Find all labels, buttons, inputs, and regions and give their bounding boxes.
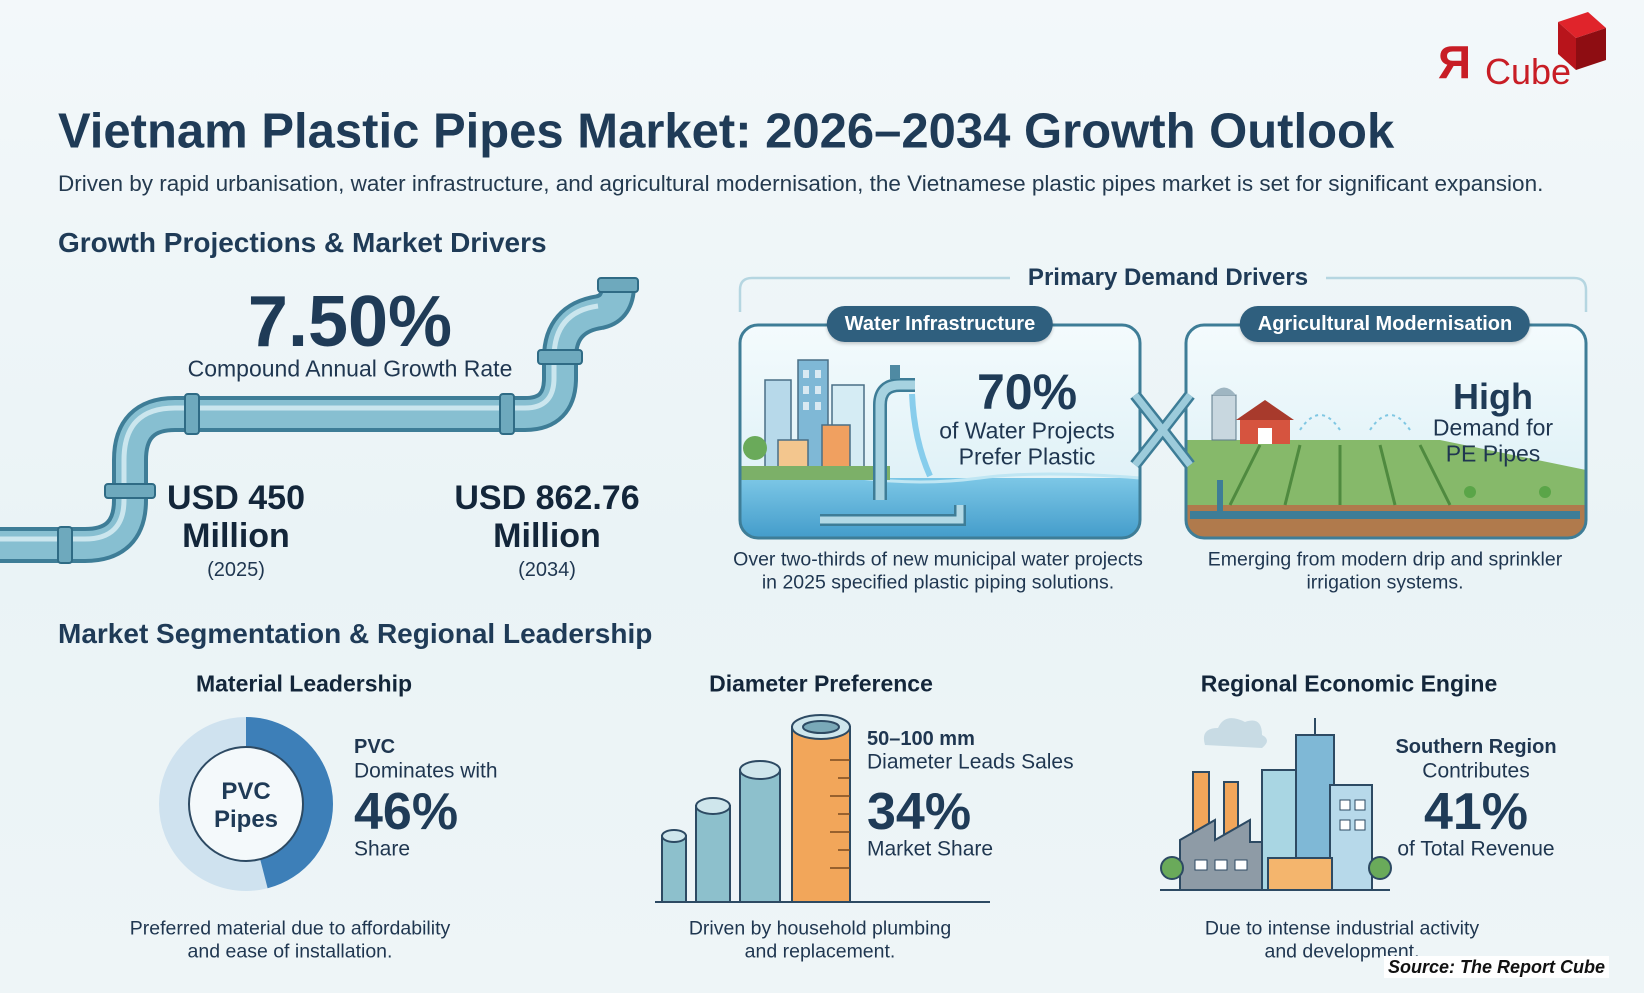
title: Vietnam Plastic Pipes Market: 2026–2034 … (58, 104, 1395, 159)
card-text: Demand for (1432, 414, 1554, 441)
panel-caption: Preferred material due to affordability (129, 917, 451, 940)
panel-value: 41% (1423, 783, 1529, 841)
panel-caption: and replacement. (744, 940, 896, 963)
drivers-title: Primary Demand Drivers (1027, 264, 1309, 291)
subtitle: Driven by rapid urbanisation, water infr… (58, 170, 1544, 196)
growth-pipe (0, 277, 639, 564)
card-caption: Over two-thirds of new municipal water p… (733, 548, 1143, 571)
panel-value: 34% (867, 783, 972, 841)
card-text: of Water Projects (939, 417, 1115, 444)
panel-heading: Diameter Preference (709, 670, 933, 697)
card-caption: irrigation systems. (1306, 571, 1464, 594)
cagr-label: Compound Annual Growth Rate (187, 355, 513, 382)
panel-caption: Driven by household plumbing (688, 917, 952, 940)
end-value: USD 862.76 (454, 479, 640, 517)
start-unit: Million (182, 517, 290, 555)
donut-label: Pipes (213, 806, 279, 833)
end-year: (2034) (518, 559, 576, 581)
logo-cube (1558, 12, 1606, 70)
source: Source: The Report Cube (1383, 956, 1609, 978)
card-value: High (1453, 376, 1533, 417)
card-caption: in 2025 specified plastic piping solutio… (761, 571, 1115, 594)
cagr-value: 7.50% (247, 282, 453, 362)
panel-unit: Share (354, 837, 411, 861)
agri-card-art (1184, 323, 1588, 540)
panel-lead: PVC (354, 736, 396, 758)
card-connector (1130, 391, 1195, 469)
card-label: Water Infrastructure (826, 306, 1054, 342)
panel-value: 46% (354, 783, 459, 841)
logo-mark: Я (1438, 36, 1472, 88)
diameter-pipes (655, 714, 990, 903)
start-value: USD 450 (167, 479, 305, 517)
card-label: Agricultural Modernisation (1239, 306, 1531, 342)
panel-unit: of Total Revenue (1397, 837, 1555, 861)
panel-text: Contributes (1422, 759, 1530, 783)
panel-lead: 50–100 mm (867, 728, 975, 750)
panel-caption: and ease of installation. (187, 940, 393, 963)
card-text: Prefer Plastic (958, 443, 1096, 470)
card-text: PE Pipes (1445, 440, 1541, 467)
section-heading: Market Segmentation & Regional Leadershi… (58, 618, 653, 649)
panel-text: Dominates with (354, 759, 498, 783)
water-card-art (738, 323, 1142, 540)
end-unit: Million (493, 517, 601, 555)
drivers-bracket (738, 276, 1588, 312)
panel-unit: Market Share (867, 837, 994, 861)
panel-heading: Regional Economic Engine (1200, 670, 1498, 697)
panel-lead: Southern Region (1395, 736, 1557, 758)
panel-caption: Due to intense industrial activity (1204, 917, 1480, 940)
card-value: 70% (976, 364, 1078, 420)
material-donut (159, 717, 333, 891)
logo-name: Cube (1485, 51, 1572, 92)
donut-label: PVC (221, 778, 271, 805)
section-heading: Growth Projections & Market Drivers (58, 227, 547, 258)
card-caption: Emerging from modern drip and sprinkler (1207, 548, 1563, 571)
panel-heading: Material Leadership (195, 670, 413, 697)
panel-text: Diameter Leads Sales (867, 750, 1074, 774)
start-year: (2025) (207, 559, 265, 581)
region-city (1160, 718, 1392, 891)
panel-caption: and development. (1264, 940, 1420, 963)
